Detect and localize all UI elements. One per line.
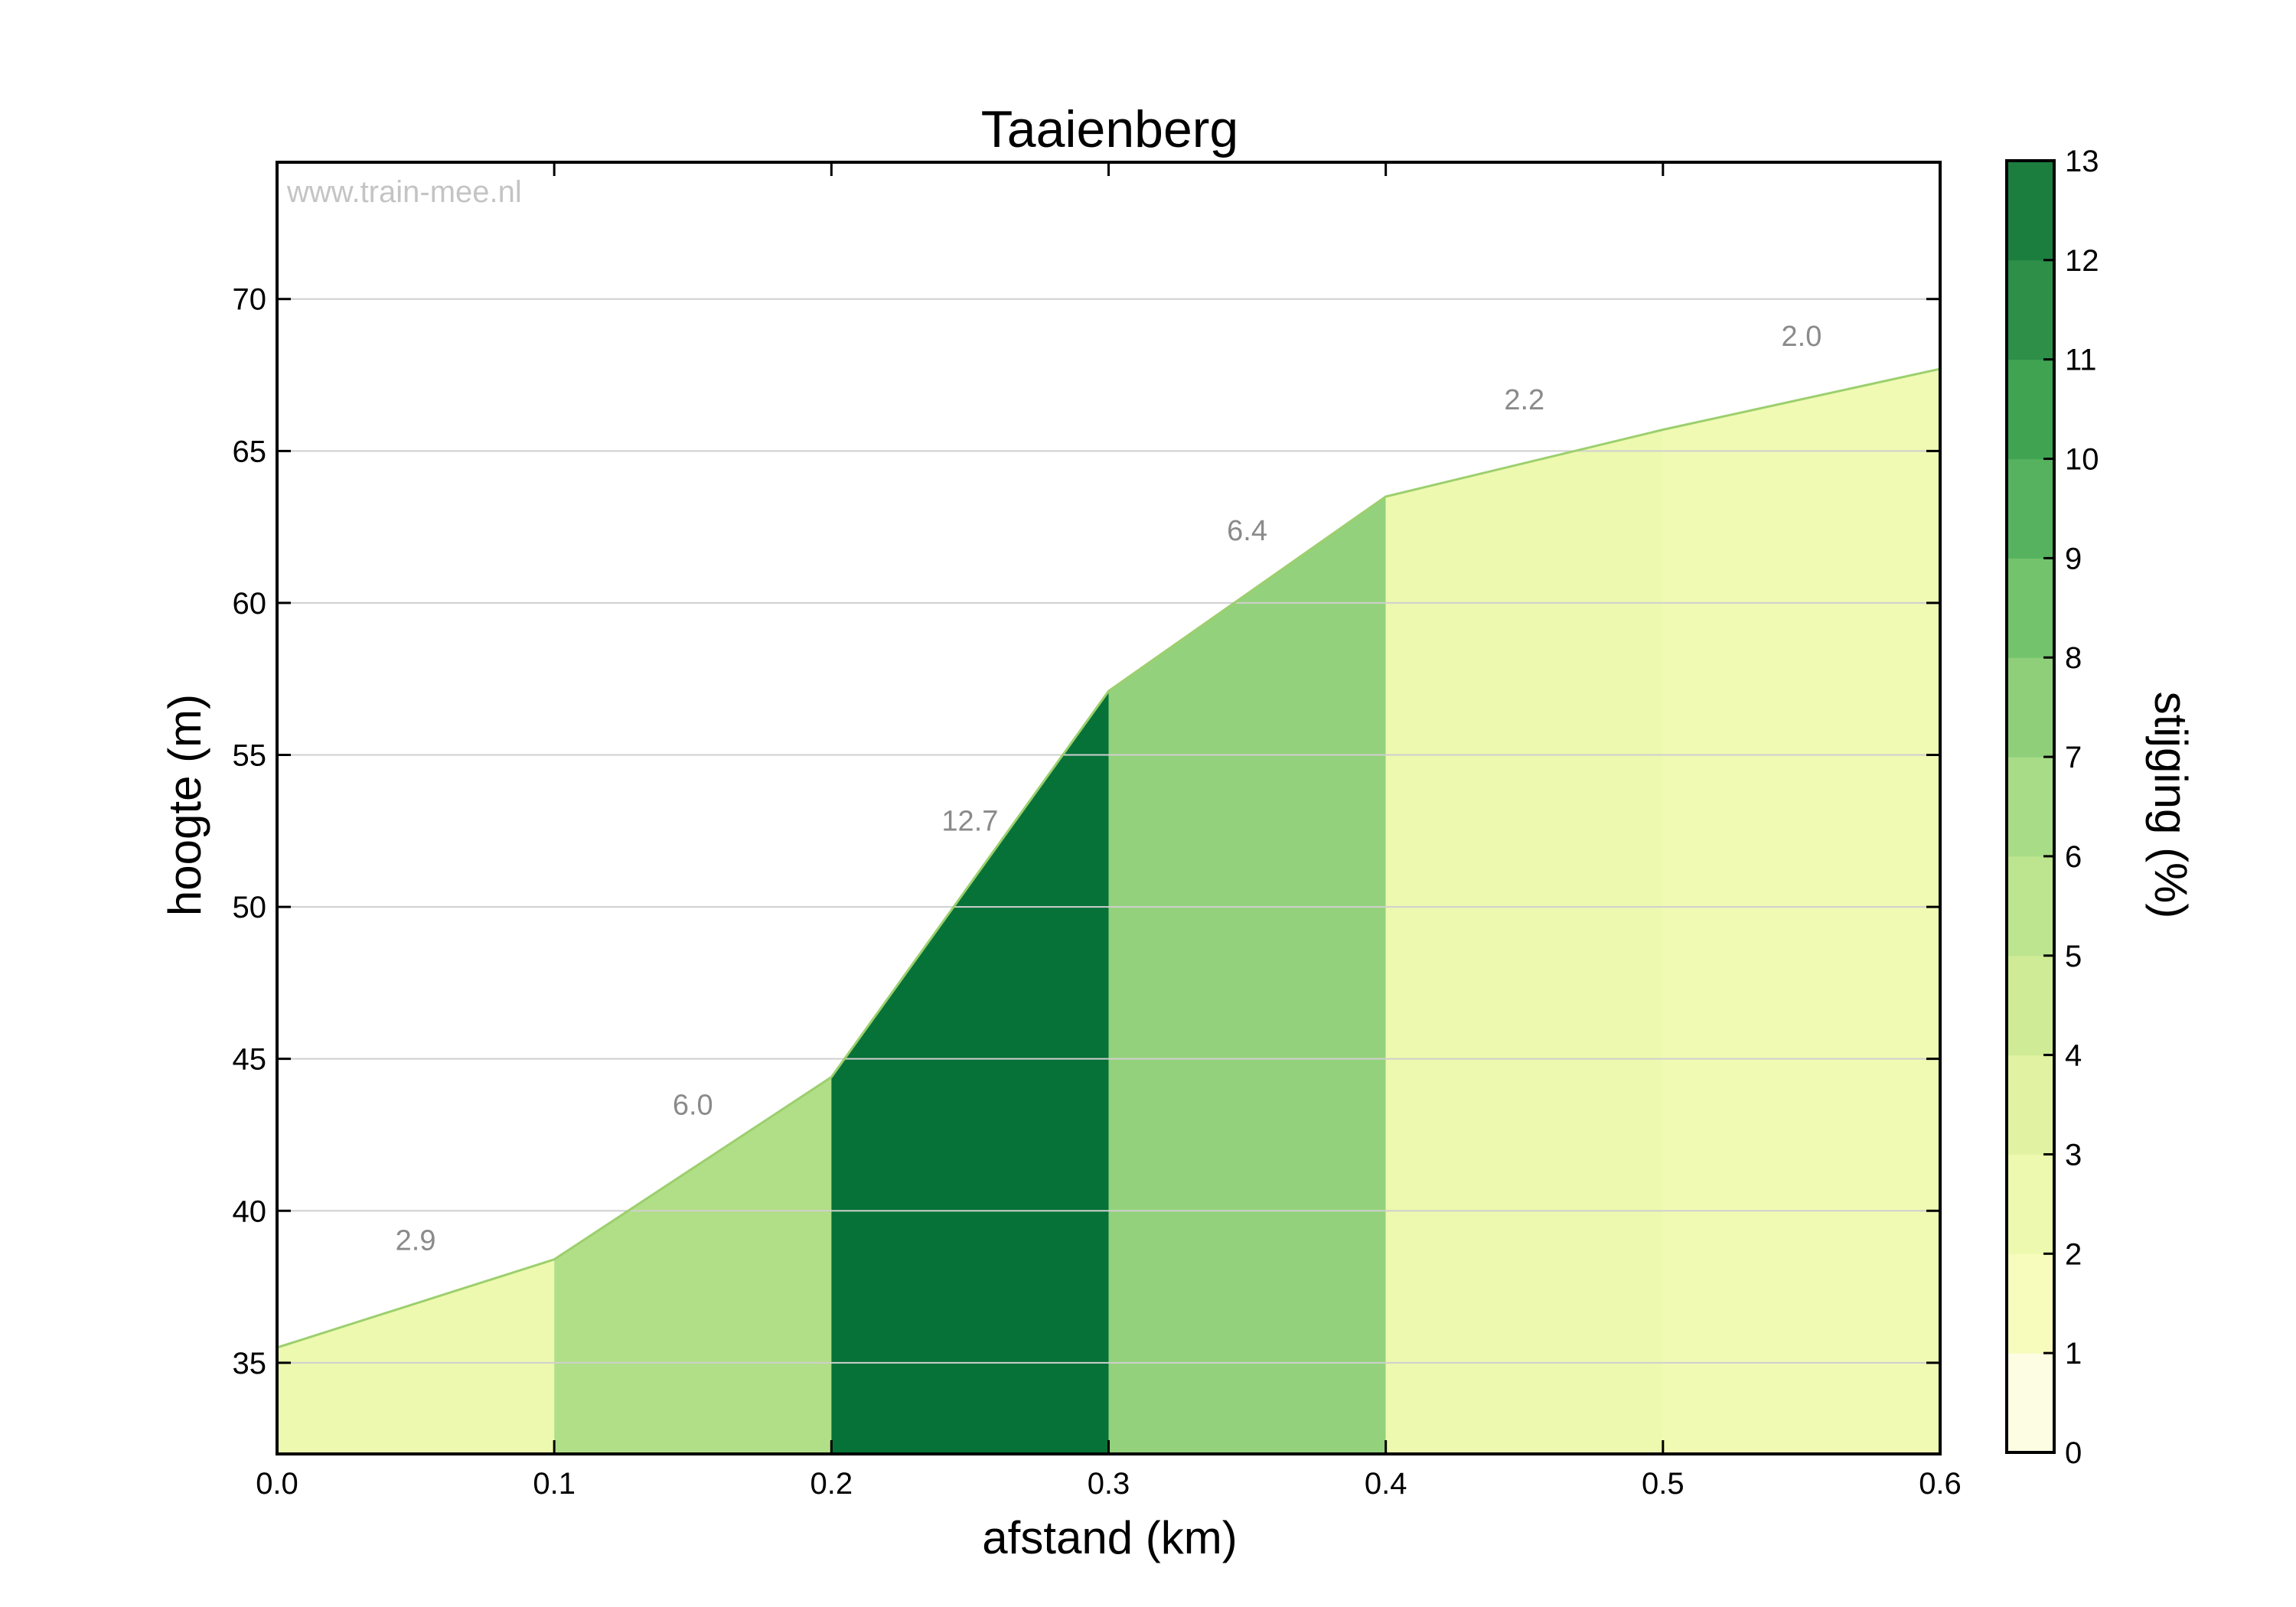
colorbar-band bbox=[2007, 757, 2054, 857]
segment-6 bbox=[1662, 369, 1940, 1455]
x-tick-label: 0.6 bbox=[1919, 1467, 1962, 1501]
colorbar-tick-label: 9 bbox=[2065, 542, 2082, 575]
colorbar-band bbox=[2007, 1154, 2054, 1254]
colorbar-tick-label: 7 bbox=[2065, 741, 2082, 774]
y-tick-label: 50 bbox=[233, 891, 267, 924]
colorbar-band bbox=[2007, 1253, 2054, 1354]
grade-label-6: 2.0 bbox=[1782, 321, 1822, 353]
grade-label-1: 2.9 bbox=[396, 1224, 436, 1257]
grade-label-3: 12.7 bbox=[941, 805, 998, 837]
colorbar-tick-label: 5 bbox=[2065, 940, 2082, 973]
y-axis-label: hoogte (m) bbox=[159, 694, 210, 916]
grade-label-4: 6.4 bbox=[1227, 515, 1267, 547]
grade-label-5: 2.2 bbox=[1504, 384, 1544, 416]
grade-label-2: 6.0 bbox=[673, 1090, 713, 1122]
x-axis-ticks: 0.0 0.1 0.2 0.3 0.4 0.5 0.6 bbox=[256, 162, 1962, 1501]
colorbar-tick-label: 10 bbox=[2065, 443, 2099, 477]
colorbar-frame bbox=[2005, 159, 2056, 1454]
colorbar-band bbox=[2007, 558, 2054, 658]
x-tick-label: 0.2 bbox=[810, 1467, 853, 1501]
colorbar-tick-label: 4 bbox=[2065, 1039, 2082, 1073]
y-tick-label: 60 bbox=[233, 587, 267, 621]
colorbar-tick-label: 11 bbox=[2065, 344, 2097, 377]
colorbar-band bbox=[2007, 359, 2054, 460]
colorbar-tick-label: 12 bbox=[2065, 244, 2099, 278]
x-tick-label: 0.4 bbox=[1365, 1467, 1407, 1501]
colorbar-tick-label: 1 bbox=[2065, 1337, 2082, 1371]
colorbar-tick-label: 2 bbox=[2065, 1237, 2082, 1271]
colorbar-label: stijging (%) bbox=[2145, 692, 2197, 919]
x-tick-label: 0.3 bbox=[1088, 1467, 1130, 1501]
y-tick-label: 45 bbox=[233, 1043, 267, 1077]
colorbar-band bbox=[2007, 657, 2054, 758]
colorbar-tick-label: 8 bbox=[2065, 641, 2082, 675]
y-tick-label: 65 bbox=[233, 435, 267, 468]
colorbar-band bbox=[2007, 161, 2054, 261]
y-axis-ticks: 35 40 45 50 55 60 65 70 bbox=[233, 283, 1940, 1380]
colorbar-tick-label: 0 bbox=[2065, 1436, 2082, 1470]
y-tick-label: 70 bbox=[233, 283, 267, 317]
grade-labels: 2.9 6.0 12.7 6.4 2.2 2.0 bbox=[396, 321, 1822, 1257]
colorbar-band bbox=[2007, 259, 2054, 360]
watermark: www.train-mee.nl bbox=[286, 175, 522, 209]
horizontal-gridlines bbox=[277, 298, 1940, 1364]
colorbar-band bbox=[2007, 1054, 2054, 1155]
segment-1 bbox=[277, 1259, 555, 1454]
colorbar-tick-label: 3 bbox=[2065, 1138, 2082, 1172]
y-tick-label: 35 bbox=[233, 1347, 267, 1380]
x-tick-label: 0.5 bbox=[1642, 1467, 1684, 1501]
x-axis-label: afstand (km) bbox=[982, 1512, 1237, 1563]
colorbar-band bbox=[2007, 955, 2054, 1056]
colorbar-band bbox=[2007, 1353, 2054, 1453]
x-tick-label: 0.0 bbox=[256, 1467, 298, 1501]
colorbar-band bbox=[2007, 458, 2054, 559]
colorbar-tick-label: 6 bbox=[2065, 840, 2082, 874]
segment-2 bbox=[554, 1077, 832, 1454]
segment-5 bbox=[1385, 429, 1663, 1454]
profile-segments bbox=[277, 369, 1940, 1455]
segment-4 bbox=[1108, 496, 1386, 1455]
elevation-profile-line bbox=[276, 367, 1941, 1349]
chart-title: Taaienberg bbox=[981, 100, 1238, 158]
y-tick-label: 40 bbox=[233, 1195, 267, 1228]
x-tick-label: 0.1 bbox=[533, 1467, 576, 1501]
y-tick-label: 55 bbox=[233, 738, 267, 772]
segment-3 bbox=[831, 691, 1109, 1454]
colorbar-tick-label: 13 bbox=[2065, 145, 2099, 178]
colorbar-band bbox=[2007, 856, 2054, 957]
